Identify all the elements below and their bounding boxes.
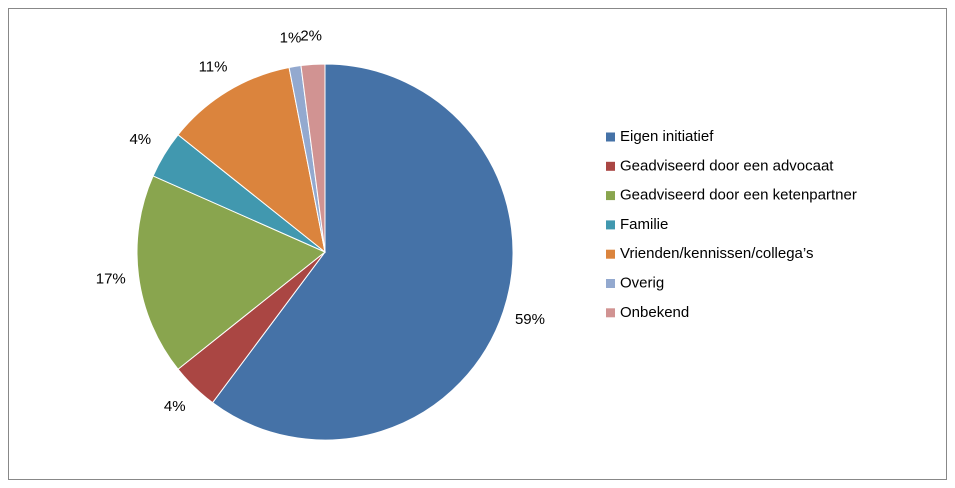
legend-label: Geadviseerd door een ketenpartner	[620, 187, 857, 204]
data-label: 59%	[515, 311, 545, 328]
legend-swatch	[606, 308, 615, 318]
pie-slice	[136, 175, 326, 370]
legend-label: Vrienden/kennissen/collega’s	[620, 245, 813, 262]
legend-label: Geadviseerd door een advocaat	[620, 157, 834, 174]
legend-swatch	[606, 161, 615, 171]
legend-swatch	[606, 220, 615, 230]
legend-label: Overig	[620, 274, 664, 291]
pie-slice	[300, 63, 326, 253]
legend-label: Eigen initiatief	[620, 128, 714, 145]
legend-swatch	[606, 132, 615, 142]
legend-label: Onbekend	[620, 304, 689, 321]
data-label: 1%	[280, 30, 302, 47]
data-label: 2%	[300, 27, 322, 44]
pie-slice	[211, 63, 514, 441]
legend-swatch	[606, 279, 615, 288]
legend-swatch	[606, 249, 615, 259]
legend-label: Familie	[620, 216, 668, 233]
data-label: 11%	[199, 58, 228, 75]
data-label: 17%	[96, 271, 126, 288]
data-label: 4%	[129, 131, 151, 148]
pie-slice	[177, 66, 326, 254]
legend-swatch	[606, 191, 615, 201]
data-label: 4%	[164, 398, 186, 415]
